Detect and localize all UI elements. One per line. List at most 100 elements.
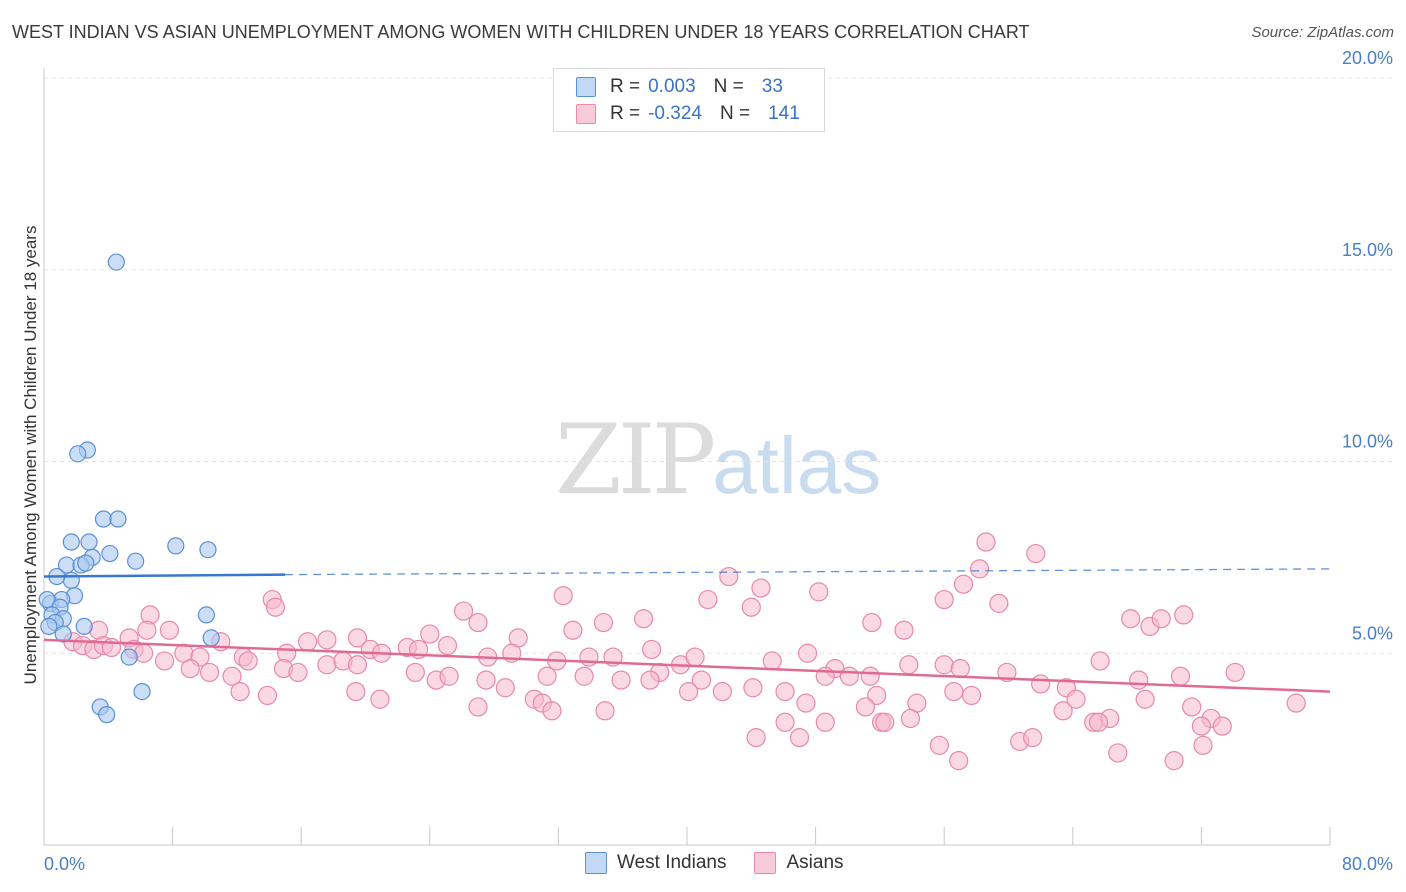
asians-point bbox=[815, 712, 835, 732]
asians-point bbox=[238, 651, 258, 671]
asians-point bbox=[317, 655, 337, 675]
west-indians-point bbox=[69, 445, 87, 463]
asians-point bbox=[405, 662, 425, 683]
asians-point bbox=[1108, 743, 1128, 763]
asians-point bbox=[230, 681, 250, 702]
asians-trend-line bbox=[43, 638, 1331, 693]
asians-point bbox=[137, 620, 157, 640]
west-indians-point bbox=[197, 606, 215, 624]
series-legend: West Indians Asians bbox=[585, 852, 872, 874]
asians-point bbox=[437, 635, 458, 656]
asians-point bbox=[1151, 609, 1171, 629]
asians-point bbox=[949, 751, 969, 771]
asians-point bbox=[347, 628, 368, 648]
west-indians-point bbox=[107, 253, 125, 271]
asians-point bbox=[199, 662, 220, 683]
asians-point bbox=[797, 643, 818, 663]
asians-point bbox=[317, 630, 337, 650]
asians-point bbox=[751, 578, 771, 598]
west-indians-point bbox=[98, 706, 116, 724]
asians-point bbox=[953, 574, 974, 594]
legend-row-west-indians: R = 0.003 N = 33 bbox=[576, 74, 783, 100]
asians-point bbox=[762, 651, 782, 671]
trend-lines bbox=[43, 568, 1331, 693]
watermark: ZIPatlas bbox=[555, 404, 881, 516]
asians-point bbox=[288, 662, 308, 683]
west-indians-point bbox=[77, 554, 95, 572]
asians-point bbox=[593, 612, 614, 633]
asians-point bbox=[468, 697, 488, 717]
west-indians-point bbox=[101, 544, 119, 563]
asians-point bbox=[743, 678, 763, 698]
asians-point bbox=[1212, 716, 1232, 736]
legend-r-label: R = bbox=[610, 103, 641, 124]
asians-point bbox=[775, 712, 795, 732]
asians-point bbox=[537, 666, 557, 686]
asians-point bbox=[860, 666, 880, 686]
asians-point bbox=[633, 609, 654, 629]
asians-point bbox=[775, 681, 795, 702]
legend-r-label: R = bbox=[610, 76, 641, 97]
asians-point bbox=[611, 670, 631, 690]
legend-r-value: 0.003 bbox=[648, 76, 696, 97]
asians-point bbox=[1164, 751, 1184, 771]
asians-point bbox=[579, 647, 599, 667]
asians-point bbox=[894, 620, 914, 640]
asians-point bbox=[1174, 605, 1194, 625]
asians-point bbox=[1053, 701, 1073, 721]
asians-point bbox=[154, 651, 175, 671]
west-indians-point bbox=[54, 625, 72, 643]
west-indians-point bbox=[94, 510, 113, 528]
asians-point bbox=[1026, 543, 1046, 564]
asians-point bbox=[420, 624, 440, 644]
west-indians-point bbox=[202, 629, 220, 647]
west-indians-point bbox=[127, 552, 145, 570]
west-indians-point bbox=[62, 533, 80, 551]
asians-point bbox=[298, 632, 318, 652]
asians-point bbox=[222, 666, 242, 686]
asians-point bbox=[346, 681, 366, 702]
x-tick-label: 0.0% bbox=[44, 854, 85, 874]
asians-point bbox=[899, 655, 919, 675]
west-indians-points bbox=[38, 253, 220, 724]
asians-point bbox=[439, 666, 459, 686]
west-indians-point bbox=[167, 537, 185, 555]
y-tick-label: 15.0% bbox=[1342, 240, 1393, 260]
asians-point bbox=[997, 662, 1017, 683]
y-tick-label: 10.0% bbox=[1342, 432, 1393, 452]
stats-legend: R = 0.003 N = 33 R = -0.324 N = 141 bbox=[553, 68, 825, 132]
west-indians-point bbox=[120, 648, 138, 666]
asians-point bbox=[796, 693, 816, 713]
legend-item-asians: Asians bbox=[754, 852, 844, 874]
legend-item-west-indians: West Indians bbox=[585, 852, 726, 874]
west-indians-trend-line bbox=[43, 573, 286, 578]
west-indians-point bbox=[199, 541, 217, 559]
y-tick-label: 5.0% bbox=[1352, 623, 1393, 643]
asians-point bbox=[159, 620, 179, 640]
asians-point bbox=[180, 658, 200, 679]
west-indians-point bbox=[38, 590, 56, 609]
asians-point bbox=[969, 559, 990, 579]
y-axis-label: Unemployment Among Women with Children U… bbox=[21, 226, 40, 685]
asians-point bbox=[719, 566, 739, 587]
asians-point bbox=[640, 670, 660, 690]
asians-point bbox=[691, 670, 712, 690]
asians-point bbox=[789, 728, 810, 748]
asians-points bbox=[63, 532, 1306, 771]
legend-row-asians: R = -0.324 N = 141 bbox=[576, 101, 800, 127]
west-indians-point bbox=[75, 617, 93, 636]
asians-point bbox=[1090, 651, 1110, 671]
west-indians-point bbox=[80, 533, 98, 551]
asians-point bbox=[944, 681, 964, 702]
legend-label-asians: Asians bbox=[786, 852, 844, 873]
legend-swatch-asians bbox=[576, 104, 596, 124]
asians-point bbox=[934, 589, 954, 610]
asians-point bbox=[809, 582, 829, 602]
west-indians-point bbox=[133, 682, 151, 701]
asians-point bbox=[1023, 728, 1043, 748]
asians-point bbox=[495, 678, 515, 698]
legend-n-label: N = bbox=[719, 103, 751, 124]
asians-point bbox=[1129, 670, 1149, 690]
asians-point bbox=[900, 708, 921, 729]
